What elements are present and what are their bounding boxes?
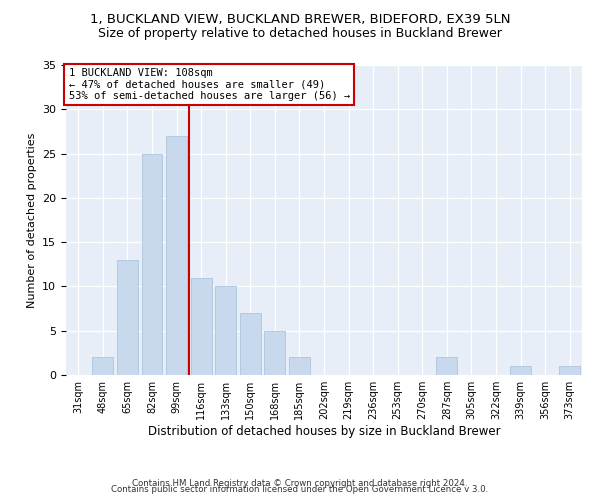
X-axis label: Distribution of detached houses by size in Buckland Brewer: Distribution of detached houses by size …	[148, 425, 500, 438]
Bar	[92, 358, 113, 375]
Bar	[289, 358, 310, 375]
Bar	[166, 136, 187, 375]
Bar	[191, 278, 212, 375]
Y-axis label: Number of detached properties: Number of detached properties	[26, 132, 37, 308]
Bar	[240, 313, 261, 375]
Text: Contains HM Land Registry data © Crown copyright and database right 2024.: Contains HM Land Registry data © Crown c…	[132, 478, 468, 488]
Bar	[436, 358, 457, 375]
Bar	[117, 260, 138, 375]
Bar	[559, 366, 580, 375]
Bar	[215, 286, 236, 375]
Bar	[142, 154, 163, 375]
Text: 1, BUCKLAND VIEW, BUCKLAND BREWER, BIDEFORD, EX39 5LN: 1, BUCKLAND VIEW, BUCKLAND BREWER, BIDEF…	[90, 12, 510, 26]
Text: Size of property relative to detached houses in Buckland Brewer: Size of property relative to detached ho…	[98, 28, 502, 40]
Bar	[510, 366, 531, 375]
Text: 1 BUCKLAND VIEW: 108sqm
← 47% of detached houses are smaller (49)
53% of semi-de: 1 BUCKLAND VIEW: 108sqm ← 47% of detache…	[68, 68, 350, 102]
Bar	[265, 330, 286, 375]
Text: Contains public sector information licensed under the Open Government Licence v : Contains public sector information licen…	[112, 485, 488, 494]
